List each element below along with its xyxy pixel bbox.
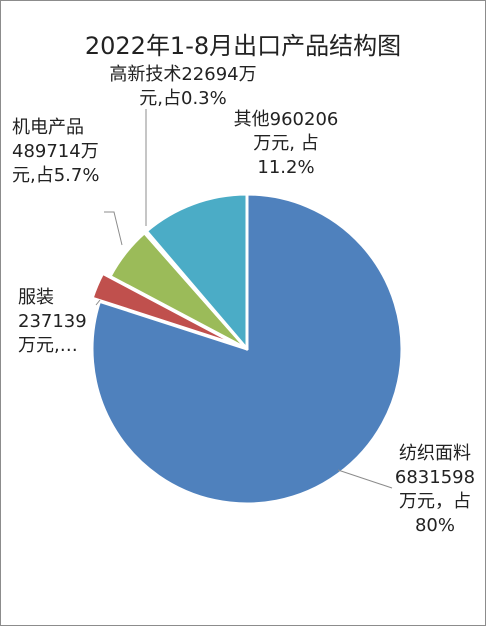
label-hightech-line-1: 高新技术22694万 <box>109 64 257 85</box>
label-other: 其他960206 万元, 占 11.2% <box>226 108 346 180</box>
chart-title: 2022年1-8月出口产品结构图 <box>84 32 402 60</box>
label-other-line-3: 11.2% <box>257 157 315 178</box>
label-textile-line-1: 纺织面料 <box>399 443 471 464</box>
label-other-line-1: 其他960206 <box>233 109 339 130</box>
pie-slice-other <box>144 192 249 351</box>
label-hightech-line-2: 元,占0.3% <box>139 88 227 109</box>
label-apparel: 服装 237139 万元,… <box>18 286 87 358</box>
label-electromechanical: 机电产品 489714万 元,占5.7% <box>12 116 99 188</box>
label-hightech: 高新技术22694万 元,占0.3% <box>94 63 272 111</box>
label-textile-line-3: 万元，占 <box>399 491 471 512</box>
pie-slice-apparel <box>90 271 242 348</box>
label-textile: 纺织面料 6831598 万元，占 80% <box>392 442 478 538</box>
label-electromechanical-line-3: 元,占5.7% <box>12 165 100 186</box>
leader-line-electromechanical <box>104 211 123 246</box>
label-electromechanical-line-1: 机电产品 <box>12 117 84 138</box>
label-apparel-line-2: 237139 <box>18 311 87 332</box>
label-other-line-2: 万元, 占 <box>253 133 319 154</box>
leader-line-textile <box>337 469 393 489</box>
leader-line-apparel <box>95 299 101 306</box>
label-textile-line-2: 6831598 <box>394 467 476 488</box>
label-apparel-line-3: 万元,… <box>18 335 78 356</box>
label-electromechanical-line-2: 489714万 <box>12 141 99 162</box>
label-textile-line-4: 80% <box>414 515 455 536</box>
label-apparel-line-1: 服装 <box>18 287 54 308</box>
